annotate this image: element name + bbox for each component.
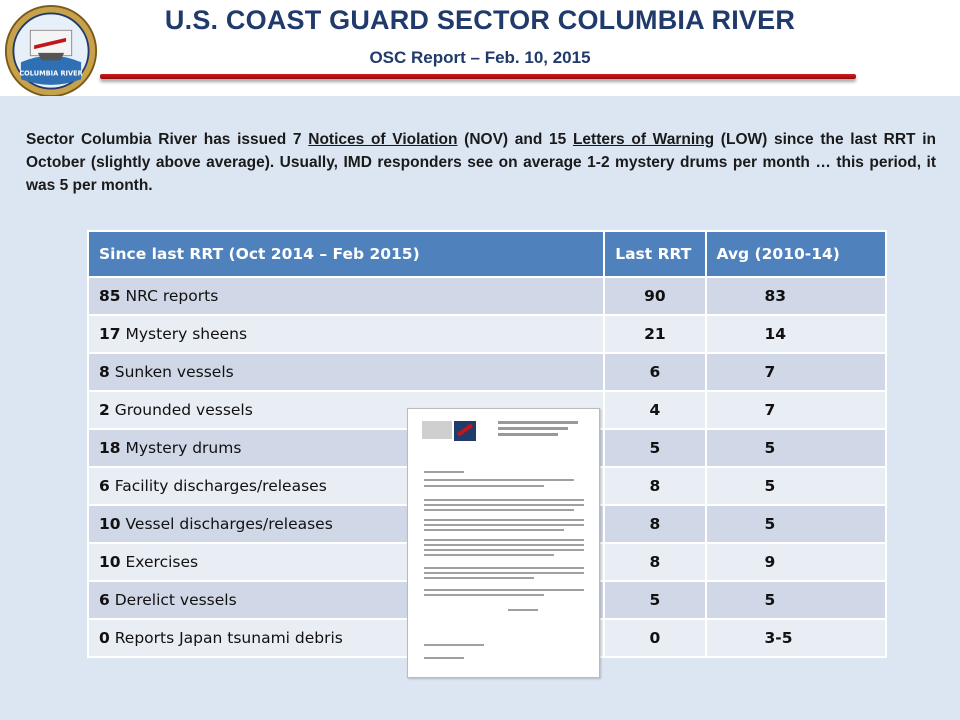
- page-subtitle: OSC Report – Feb. 10, 2015: [369, 48, 591, 67]
- document-image: [422, 421, 584, 659]
- row-label-cell: 17 Mystery sheens: [86, 314, 606, 354]
- row-count: 6: [99, 477, 110, 495]
- row-last-rrt: 90: [603, 276, 707, 316]
- row-average: 7: [704, 352, 887, 392]
- row-last-rrt: 21: [603, 314, 707, 354]
- header-divider: [100, 74, 856, 79]
- row-average: 3-5: [704, 618, 887, 658]
- row-average: 5: [704, 504, 887, 544]
- row-label: NRC reports: [120, 287, 219, 305]
- row-average: 5: [704, 580, 887, 620]
- table-row: 17 Mystery sheens 21 14: [86, 314, 887, 354]
- row-last-rrt: 5: [603, 428, 707, 468]
- row-label: Grounded vessels: [109, 401, 253, 419]
- row-last-rrt: 8: [603, 466, 707, 506]
- letters-of-warning-link[interactable]: Letters of Warning: [572, 131, 715, 148]
- row-count: 8: [99, 363, 110, 381]
- notice-document-thumbnail: [407, 408, 600, 678]
- intro-text-2: (NOV) and 15: [457, 131, 573, 148]
- header-since-last-rrt: Since last RRT (Oct 2014 – Feb 2015): [86, 230, 606, 278]
- header-average: Avg (2010-14): [704, 230, 887, 278]
- row-last-rrt: 8: [603, 542, 707, 582]
- row-last-rrt: 8: [603, 504, 707, 544]
- row-average: 9: [704, 542, 887, 582]
- row-count: 6: [99, 591, 110, 609]
- table-row: 0 Reports Japan tsunami debris 0 3-5: [86, 618, 887, 658]
- row-count: 85: [99, 287, 121, 305]
- table-row: 85 NRC reports 90 83: [86, 276, 887, 316]
- table-row: 8 Sunken vessels 6 7: [86, 352, 887, 392]
- row-count: 2: [99, 401, 110, 419]
- row-label-cell: 0 Reports Japan tsunami debris: [86, 618, 606, 658]
- row-count: 10: [99, 553, 121, 571]
- coast-guard-seal-icon: COLUMBIA RIVER: [4, 4, 98, 98]
- row-count: 0: [99, 629, 110, 647]
- row-last-rrt: 0: [603, 618, 707, 658]
- row-average: 7: [704, 390, 887, 430]
- page-title: U.S. COAST GUARD SECTOR COLUMBIA RIVER: [164, 5, 796, 35]
- intro-text-1: Sector Columbia River has issued 7: [26, 131, 309, 148]
- row-label-cell: 8 Sunken vessels: [86, 352, 606, 392]
- row-label: Mystery drums: [120, 439, 242, 457]
- row-label: Vessel discharges/releases: [120, 515, 333, 533]
- row-average: 5: [704, 428, 887, 468]
- row-label: Sunken vessels: [109, 363, 234, 381]
- row-last-rrt: 5: [603, 580, 707, 620]
- row-label: Reports Japan tsunami debris: [109, 629, 343, 647]
- row-label: Mystery sheens: [120, 325, 248, 343]
- intro-paragraph: Sector Columbia River has issued 7 Notic…: [26, 128, 936, 197]
- intro-text-3: (LOW) since the last RRT in October (sli…: [26, 131, 937, 194]
- table-header-row: Since last RRT (Oct 2014 – Feb 2015) Las…: [86, 230, 887, 278]
- header-last-rrt: Last RRT: [603, 230, 707, 278]
- row-last-rrt: 4: [603, 390, 707, 430]
- notices-of-violation-link[interactable]: Notices of Violation: [308, 131, 458, 148]
- row-average: 5: [704, 466, 887, 506]
- row-count: 18: [99, 439, 121, 457]
- row-average: 14: [704, 314, 887, 354]
- row-count: 17: [99, 325, 121, 343]
- row-last-rrt: 6: [603, 352, 707, 392]
- row-label: Derelict vessels: [109, 591, 237, 609]
- row-count: 10: [99, 515, 121, 533]
- row-label: Exercises: [120, 553, 199, 571]
- slide-header: COLUMBIA RIVER U.S. COAST GUARD SECTOR C…: [0, 0, 960, 98]
- row-label-cell: 85 NRC reports: [86, 276, 606, 316]
- seal-text: COLUMBIA RIVER: [19, 69, 82, 77]
- row-average: 83: [704, 276, 887, 316]
- slide-body: Sector Columbia River has issued 7 Notic…: [0, 96, 960, 720]
- row-label: Facility discharges/releases: [109, 477, 327, 495]
